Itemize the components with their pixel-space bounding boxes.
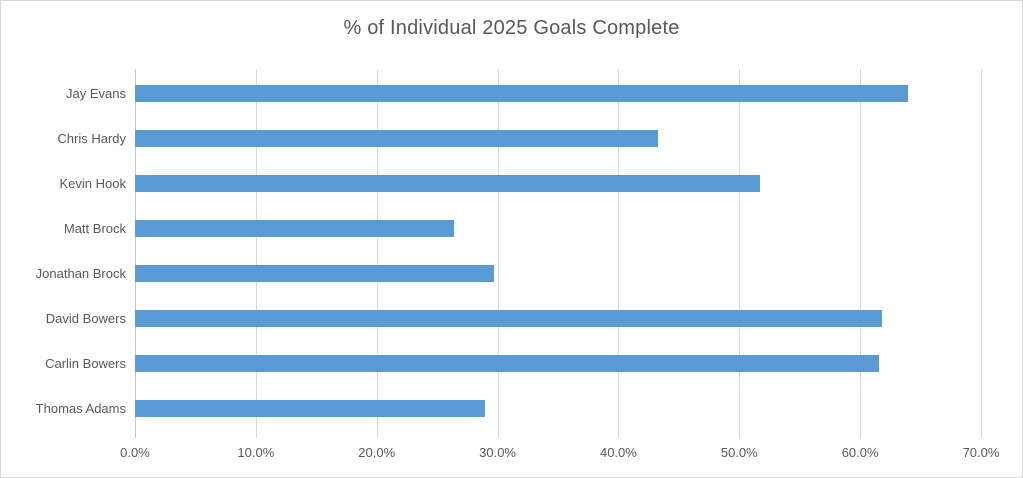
x-axis-tick-label: 30.0% bbox=[479, 445, 516, 460]
y-axis-category-label: Thomas Adams bbox=[35, 401, 126, 416]
x-axis-tick-label: 70.0% bbox=[962, 445, 1000, 460]
y-axis-category-label: Kevin Hook bbox=[59, 176, 126, 191]
bar-row bbox=[135, 161, 981, 206]
bar-row bbox=[135, 71, 981, 116]
gridline bbox=[497, 69, 499, 438]
chart-title: % of Individual 2025 Goals Complete bbox=[343, 17, 680, 39]
gridline bbox=[981, 69, 982, 438]
bar-row bbox=[135, 251, 981, 296]
bar bbox=[135, 130, 659, 147]
gridline bbox=[618, 69, 620, 438]
bar-row bbox=[135, 386, 981, 431]
gridline bbox=[255, 69, 257, 438]
bar bbox=[135, 220, 455, 237]
bar bbox=[135, 85, 909, 102]
bar-row bbox=[135, 296, 981, 341]
x-axis-tick-label: 50.0% bbox=[720, 445, 758, 460]
y-axis-category-label: Jay Evans bbox=[66, 86, 126, 101]
y-axis-category-label: Chris Hardy bbox=[57, 131, 126, 146]
gridline bbox=[376, 69, 378, 438]
y-axis-category-label: David Bowers bbox=[45, 311, 126, 326]
bar-row bbox=[135, 206, 981, 251]
x-axis-tick-label: 40.0% bbox=[599, 445, 637, 460]
bar bbox=[135, 175, 760, 192]
x-axis-tick-label: 20.0% bbox=[358, 445, 396, 460]
y-axis-category-label: Jonathan Brock bbox=[35, 266, 126, 281]
gridline bbox=[860, 69, 862, 438]
gridline bbox=[739, 69, 741, 438]
value-axis-line bbox=[135, 69, 136, 438]
x-axis-tick-label: 10.0% bbox=[237, 445, 275, 460]
y-axis-category-label: Carlin Bowers bbox=[45, 356, 126, 371]
plot-area bbox=[135, 69, 982, 438]
bar-row bbox=[135, 116, 981, 161]
bar-series bbox=[135, 71, 981, 431]
bar bbox=[135, 265, 494, 282]
bar bbox=[135, 400, 486, 417]
bar-row bbox=[135, 341, 981, 386]
bar bbox=[135, 355, 880, 372]
x-axis-tick-label: 0.0% bbox=[120, 445, 150, 460]
x-axis-tick-label: 60.0% bbox=[841, 445, 879, 460]
bar bbox=[135, 310, 882, 327]
y-axis-category-label: Matt Brock bbox=[63, 221, 126, 236]
